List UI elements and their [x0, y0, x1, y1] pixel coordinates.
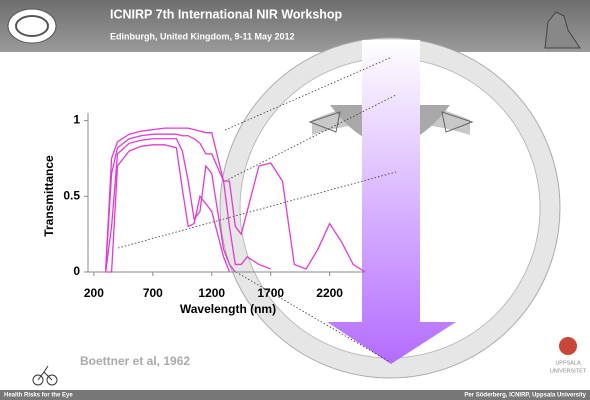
transmittance-line: [106, 139, 236, 272]
citation: Boettner et al, 1962: [80, 354, 190, 368]
slide-subtitle: Edinburgh, United Kingdom, 9-11 May 2012: [110, 31, 295, 41]
x-tick-label: 2200: [316, 286, 343, 300]
logo-text: UPPSALA: [555, 360, 581, 366]
slide: ICNIRP 7th International NIR Workshop Ed…: [0, 0, 590, 400]
x-axis-label: Wavelength (nm): [180, 302, 276, 316]
footer-right: Per Söderberg, ICNIRP, Uppsala Universit…: [464, 393, 586, 399]
footer-left: Health Risks for the Eye: [4, 393, 73, 399]
x-tick-label: 200: [84, 286, 104, 300]
x-tick-label: 1200: [198, 286, 225, 300]
eye-diagram: [220, 38, 560, 378]
y-tick-label: 1: [73, 113, 80, 127]
y-tick-label: 0.5: [63, 188, 80, 202]
x-tick-label: 700: [143, 286, 163, 300]
bicycle-icon: [33, 366, 57, 385]
uu-logo: [559, 337, 577, 355]
y-axis-label: Transmittance: [42, 155, 56, 237]
x-tick-label: 1700: [257, 286, 284, 300]
logo-text: UNIVERSITET: [550, 368, 587, 374]
transmittance-line: [106, 145, 230, 272]
y-tick-label: 0: [73, 264, 80, 278]
slide-title: ICNIRP 7th International NIR Workshop: [110, 7, 343, 21]
